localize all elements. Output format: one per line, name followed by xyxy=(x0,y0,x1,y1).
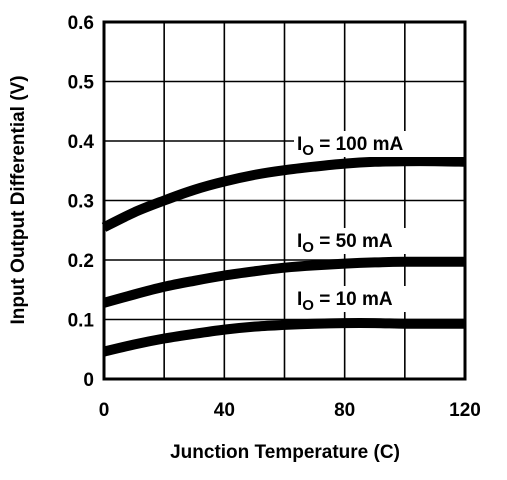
x-tick-label: 40 xyxy=(214,400,235,421)
y-tick-label: 0.4 xyxy=(68,132,95,153)
x-tick-label: 120 xyxy=(449,400,481,421)
series-label-main: I xyxy=(297,134,302,155)
y-tick-label: 0 xyxy=(83,370,94,391)
series-label-2: IO = 50 mA xyxy=(297,231,393,256)
series-label-subscript: O xyxy=(302,142,314,159)
series-line-3 xyxy=(102,318,465,357)
y-tick-label: 0.1 xyxy=(68,311,95,332)
series-label-rest: = 50 mA xyxy=(314,231,393,252)
y-tick-label: 0.5 xyxy=(68,73,95,94)
series-label-main: I xyxy=(297,231,302,252)
series-label-subscript: O xyxy=(302,239,314,256)
series-line-1 xyxy=(101,156,466,232)
series-label-3: IO = 10 mA xyxy=(297,289,393,314)
y-tick-label: 0.3 xyxy=(68,192,94,213)
series-label-rest: = 100 mA xyxy=(314,134,404,155)
series-lines xyxy=(101,156,466,357)
y-tick-labels: 0 0.1 0.2 0.3 0.4 0.5 0.6 xyxy=(68,13,95,391)
series-label-main: I xyxy=(297,289,302,310)
y-tick-label: 0.2 xyxy=(68,251,94,272)
x-tick-label: 0 xyxy=(99,400,110,421)
plot-frame xyxy=(102,20,467,381)
series-label-background xyxy=(294,228,449,254)
y-axis-label: Input Output Differential (V) xyxy=(8,75,29,324)
x-tick-labels: 0 40 80 120 xyxy=(99,400,481,421)
series-label-rest: = 10 mA xyxy=(314,289,393,310)
x-tick-label: 80 xyxy=(334,400,355,421)
series-label-1: IO = 100 mA xyxy=(297,134,403,159)
series-label-backgrounds xyxy=(294,131,464,312)
x-axis-label: Junction Temperature (C) xyxy=(170,442,400,463)
series-label-background xyxy=(294,131,464,157)
series-line-2 xyxy=(102,256,465,308)
y-tick-label: 0.6 xyxy=(68,13,94,34)
series-label-subscript: O xyxy=(302,297,314,314)
series-label-background xyxy=(294,286,449,312)
